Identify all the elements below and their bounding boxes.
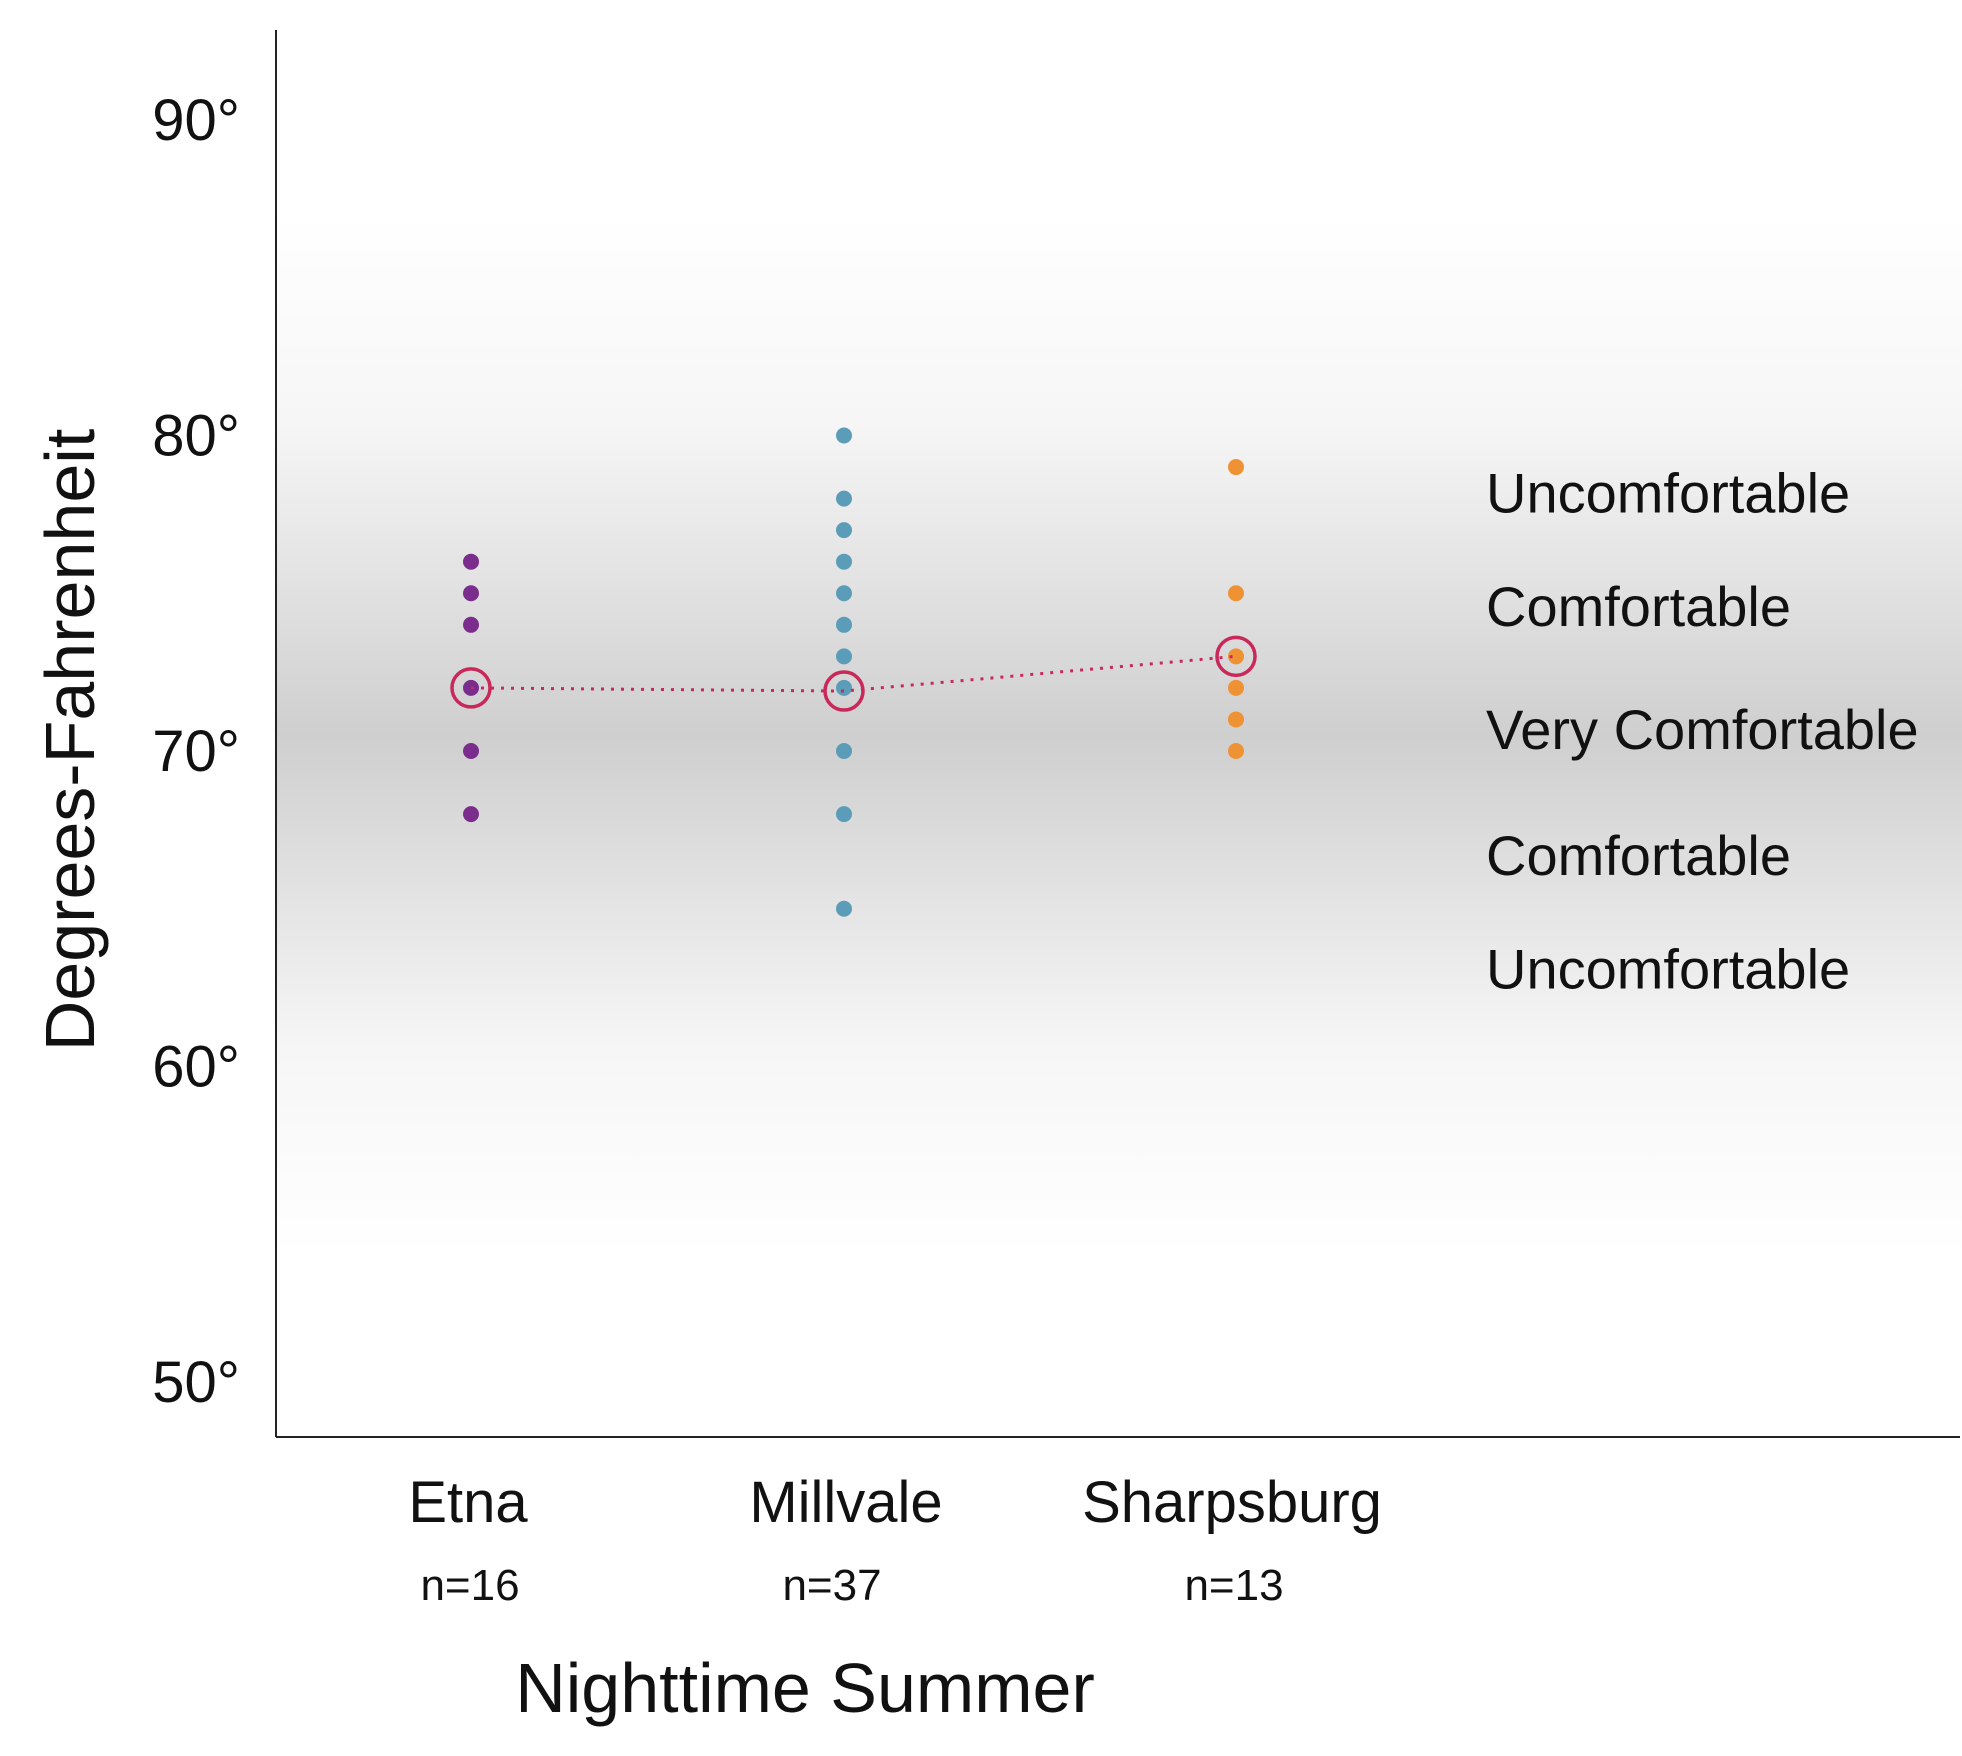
data-point-sharpsburg xyxy=(1228,711,1244,728)
data-point-millvale xyxy=(836,585,852,602)
data-point-sharpsburg xyxy=(1228,459,1244,476)
data-point-sharpsburg xyxy=(1228,585,1244,602)
data-point-etna xyxy=(463,743,479,759)
data-point-millvale xyxy=(836,616,852,633)
data-point-etna xyxy=(463,806,479,823)
mean-marker-sharpsburg xyxy=(1215,635,1257,678)
x-tick-label-sharpsburg: Sharpsburg xyxy=(1082,1470,1382,1535)
data-point-etna xyxy=(463,585,479,602)
data-point-sharpsburg xyxy=(1228,648,1244,665)
data-point-etna xyxy=(463,553,479,570)
x-tick-label-millvale: Millvale xyxy=(749,1470,942,1535)
data-point-etna xyxy=(463,616,479,633)
mean-marker-millvale xyxy=(823,670,865,712)
data-point-millvale xyxy=(836,427,852,444)
band-label-very-comfortable: Very Comfortable xyxy=(1486,698,1919,761)
mean-markers xyxy=(450,635,1257,712)
data-point-millvale xyxy=(836,900,852,917)
y-tick-label: 50° xyxy=(152,1350,240,1415)
y-tick-label: 70° xyxy=(152,719,240,784)
y-axis-ticks: 50° 60° 70° 80° 90° xyxy=(152,88,240,1415)
x-axis-title: Nighttime Summer xyxy=(515,1649,1095,1727)
data-point-millvale xyxy=(836,553,852,570)
data-point-millvale xyxy=(836,648,852,665)
sample-size-sharpsburg: n=13 xyxy=(1184,1561,1283,1610)
sample-size-etna: n=16 xyxy=(420,1561,519,1610)
band-label-comfortable-low: Comfortable xyxy=(1486,824,1791,887)
sample-size-millvale: n=37 xyxy=(782,1561,881,1610)
comfort-gradient-band xyxy=(276,215,1962,1256)
x-tick-label-etna: Etna xyxy=(408,1470,528,1535)
x-axis-categories: Etna Millvale Sharpsburg n=16 n=37 n=13 xyxy=(408,1470,1382,1610)
mean-marker-etna xyxy=(450,667,492,709)
data-points xyxy=(463,427,1244,917)
comfort-band-labels: Uncomfortable Comfortable Very Comfortab… xyxy=(1486,461,1919,1000)
y-tick-label: 90° xyxy=(152,88,240,153)
y-tick-label: 60° xyxy=(152,1035,240,1100)
data-point-sharpsburg xyxy=(1228,743,1244,759)
band-label-uncomfortable-high: Uncomfortable xyxy=(1486,461,1850,524)
data-point-millvale xyxy=(836,490,852,507)
band-label-uncomfortable-low: Uncomfortable xyxy=(1486,938,1850,1001)
y-axis-title: Degrees-Fahrenheit xyxy=(31,429,109,1052)
data-point-millvale xyxy=(836,522,852,539)
band-label-comfortable-high: Comfortable xyxy=(1486,575,1791,638)
data-point-sharpsburg xyxy=(1228,679,1244,696)
data-point-millvale xyxy=(836,743,852,759)
data-point-millvale xyxy=(836,679,852,696)
y-tick-label: 80° xyxy=(152,404,240,469)
data-point-millvale xyxy=(836,806,852,823)
